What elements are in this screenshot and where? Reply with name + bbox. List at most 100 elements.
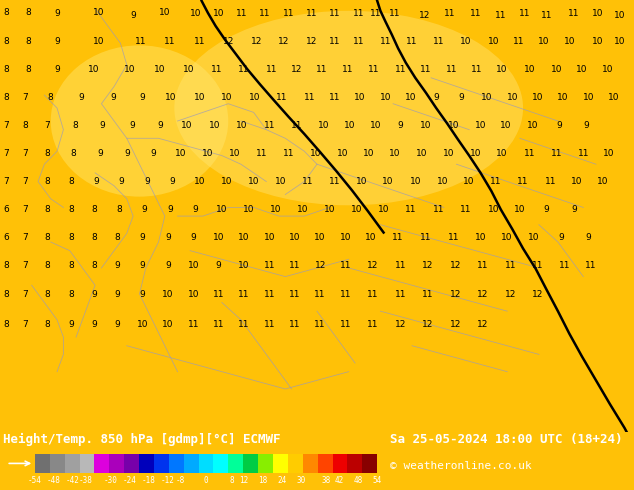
Text: 10: 10 (213, 233, 224, 242)
Text: 11: 11 (264, 261, 275, 270)
Text: 11: 11 (420, 65, 432, 74)
Text: 11: 11 (578, 149, 589, 158)
Text: 10: 10 (88, 65, 100, 74)
Text: 11: 11 (329, 9, 340, 18)
Text: 9: 9 (165, 261, 171, 270)
Text: 12: 12 (450, 319, 461, 329)
Text: 11: 11 (389, 9, 400, 18)
Text: 10: 10 (354, 93, 366, 102)
Text: 9: 9 (130, 11, 136, 20)
Text: 10: 10 (340, 233, 351, 242)
Text: 11: 11 (420, 233, 432, 242)
Text: 9: 9 (54, 37, 60, 46)
Text: 10: 10 (243, 205, 254, 214)
Text: 10: 10 (202, 149, 214, 158)
Text: 8: 8 (44, 149, 51, 158)
Text: 11: 11 (236, 9, 248, 18)
Bar (169, 454, 184, 473)
Text: 12: 12 (240, 476, 249, 485)
Text: 7: 7 (22, 261, 29, 270)
Text: 11: 11 (213, 319, 224, 329)
Text: 11: 11 (395, 65, 406, 74)
Text: 10: 10 (416, 149, 427, 158)
Text: 10: 10 (380, 93, 391, 102)
Text: 11: 11 (238, 65, 250, 74)
Text: 9: 9 (167, 205, 173, 214)
Text: 10: 10 (324, 205, 335, 214)
Text: 11: 11 (395, 261, 406, 270)
Text: 9: 9 (124, 149, 130, 158)
Text: -18: -18 (142, 476, 156, 485)
Text: 9: 9 (97, 149, 103, 158)
Text: Sa 25-05-2024 18:00 UTC (18+24): Sa 25-05-2024 18:00 UTC (18+24) (390, 433, 623, 446)
Text: 10: 10 (238, 261, 250, 270)
Text: 12: 12 (505, 290, 516, 299)
Text: 9: 9 (190, 233, 197, 242)
Text: 10: 10 (460, 37, 472, 46)
Text: 9: 9 (141, 205, 148, 214)
Text: 11: 11 (448, 233, 459, 242)
Text: 7: 7 (3, 121, 10, 130)
Text: 10: 10 (209, 121, 220, 130)
Text: 48: 48 (354, 476, 363, 485)
Bar (65, 454, 79, 473)
Text: 10: 10 (496, 149, 508, 158)
Text: 11: 11 (505, 261, 516, 270)
Text: 10: 10 (289, 233, 301, 242)
Text: 8: 8 (91, 261, 97, 270)
Bar (333, 454, 347, 473)
Text: 10: 10 (337, 149, 348, 158)
Text: -54: -54 (28, 476, 42, 485)
Text: 8: 8 (229, 476, 234, 485)
Text: 9: 9 (139, 290, 146, 299)
Text: 10: 10 (183, 65, 195, 74)
Text: -8: -8 (176, 476, 185, 485)
Text: 9: 9 (458, 93, 465, 102)
Text: 9: 9 (78, 93, 84, 102)
Text: 10: 10 (405, 93, 417, 102)
Text: 10: 10 (363, 149, 375, 158)
Text: 10: 10 (236, 121, 248, 130)
Text: 10: 10 (221, 93, 233, 102)
Text: 10: 10 (216, 205, 228, 214)
Bar (94, 454, 109, 473)
Text: 11: 11 (585, 261, 597, 270)
Text: 11: 11 (342, 65, 353, 74)
Text: 11: 11 (353, 9, 364, 18)
Text: 6: 6 (3, 233, 10, 242)
Text: 9: 9 (91, 319, 97, 329)
Text: 10: 10 (571, 177, 583, 186)
Text: 12: 12 (291, 65, 302, 74)
Text: 8: 8 (25, 37, 32, 46)
Text: 10: 10 (501, 233, 513, 242)
Text: 10: 10 (524, 65, 535, 74)
Text: 10: 10 (514, 205, 526, 214)
Text: 7: 7 (22, 93, 29, 102)
Text: 8: 8 (44, 319, 51, 329)
Text: 9: 9 (119, 177, 125, 186)
Text: 6: 6 (3, 205, 10, 214)
Text: 10: 10 (500, 121, 512, 130)
Text: 10: 10 (165, 93, 177, 102)
Bar (109, 454, 124, 473)
Text: 9: 9 (543, 205, 550, 214)
Text: 9: 9 (556, 121, 562, 130)
Text: 18: 18 (259, 476, 268, 485)
Text: 10: 10 (564, 37, 575, 46)
Text: 9: 9 (433, 93, 439, 102)
Text: -38: -38 (79, 476, 93, 485)
Text: 11: 11 (444, 9, 456, 18)
Text: 11: 11 (329, 37, 340, 46)
Bar (214, 454, 228, 473)
Text: 11: 11 (314, 290, 326, 299)
Text: 9: 9 (139, 233, 146, 242)
Text: 12: 12 (422, 261, 434, 270)
Text: 7: 7 (22, 233, 29, 242)
Bar (318, 454, 333, 473)
Text: 10: 10 (592, 9, 603, 18)
Text: 10: 10 (382, 177, 394, 186)
Text: 10: 10 (249, 93, 261, 102)
Text: 11: 11 (289, 261, 301, 270)
Text: 10: 10 (351, 205, 362, 214)
Text: 10: 10 (248, 177, 259, 186)
